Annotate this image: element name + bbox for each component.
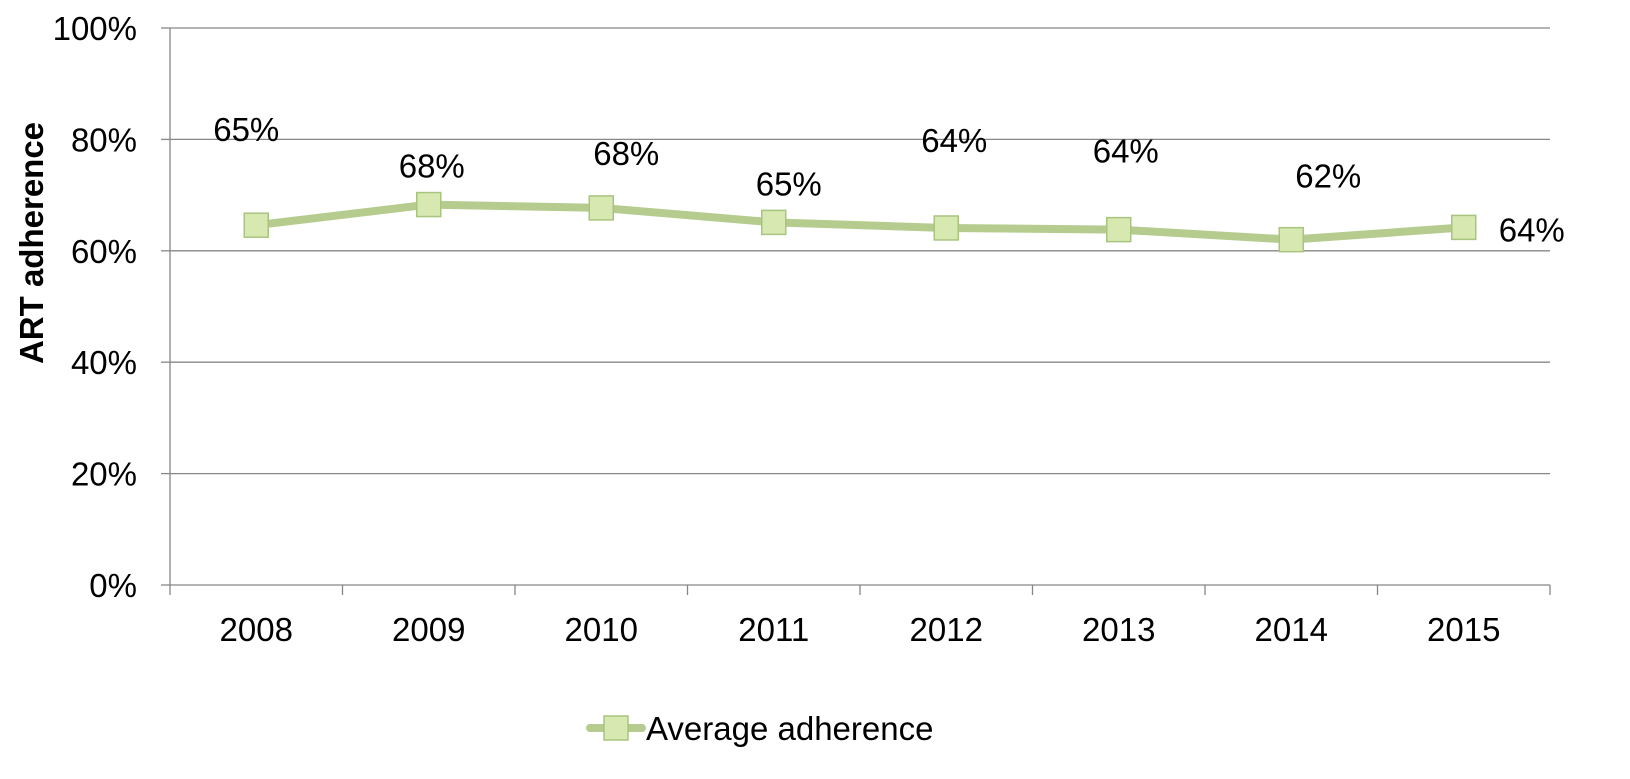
data-point-marker	[243, 212, 269, 238]
data-label: 64%	[1093, 133, 1159, 170]
data-point-marker	[1451, 214, 1477, 241]
series-line	[252, 200, 1468, 244]
x-tick-label: 2008	[220, 611, 293, 648]
x-tick-label: 2009	[392, 611, 465, 648]
y-axis-ticks: 0% 20% 40% 60% 80% 100%	[53, 10, 170, 604]
y-tick-label: 80%	[71, 121, 137, 158]
data-label: 62%	[1295, 158, 1361, 195]
data-point-marker	[1278, 226, 1304, 253]
y-tick-label: 60%	[71, 233, 137, 270]
data-label: 64%	[1499, 211, 1565, 248]
y-tick-label: 0%	[89, 567, 137, 604]
x-axis-ticks: 2008 2009 2010 2011 2012 2013 2014 2015	[169, 585, 1551, 648]
data-point-marker	[761, 209, 787, 236]
data-point-marker	[416, 191, 442, 218]
gridlines	[170, 27, 1550, 475]
data-label: 64%	[921, 122, 987, 159]
data-point-marker	[1106, 216, 1132, 243]
y-axis-title: ART adherence	[13, 122, 50, 364]
x-tick-label: 2013	[1082, 611, 1155, 648]
data-label: 68%	[399, 148, 465, 185]
legend-label: Average adherence	[646, 710, 933, 747]
y-tick-label: 40%	[71, 344, 137, 381]
data-label: 65%	[756, 165, 822, 202]
x-tick-label: 2012	[910, 611, 983, 648]
axes	[169, 28, 1550, 586]
series-average-adherence: 65% 68% 68% 65% 64% 64% 62% 64%	[213, 111, 1565, 253]
data-point-marker	[588, 195, 614, 221]
x-tick-label: 2014	[1255, 611, 1328, 648]
data-point-marker	[933, 215, 959, 241]
legend: Average adherence	[586, 710, 933, 747]
x-tick-label: 2010	[565, 611, 638, 648]
data-label: 68%	[593, 135, 659, 172]
x-tick-label: 2011	[738, 611, 809, 648]
data-label: 65%	[213, 111, 279, 148]
y-tick-label: 100%	[53, 10, 137, 47]
x-tick-label: 2015	[1427, 611, 1500, 648]
y-tick-label: 20%	[71, 456, 137, 493]
legend-marker	[603, 715, 629, 741]
